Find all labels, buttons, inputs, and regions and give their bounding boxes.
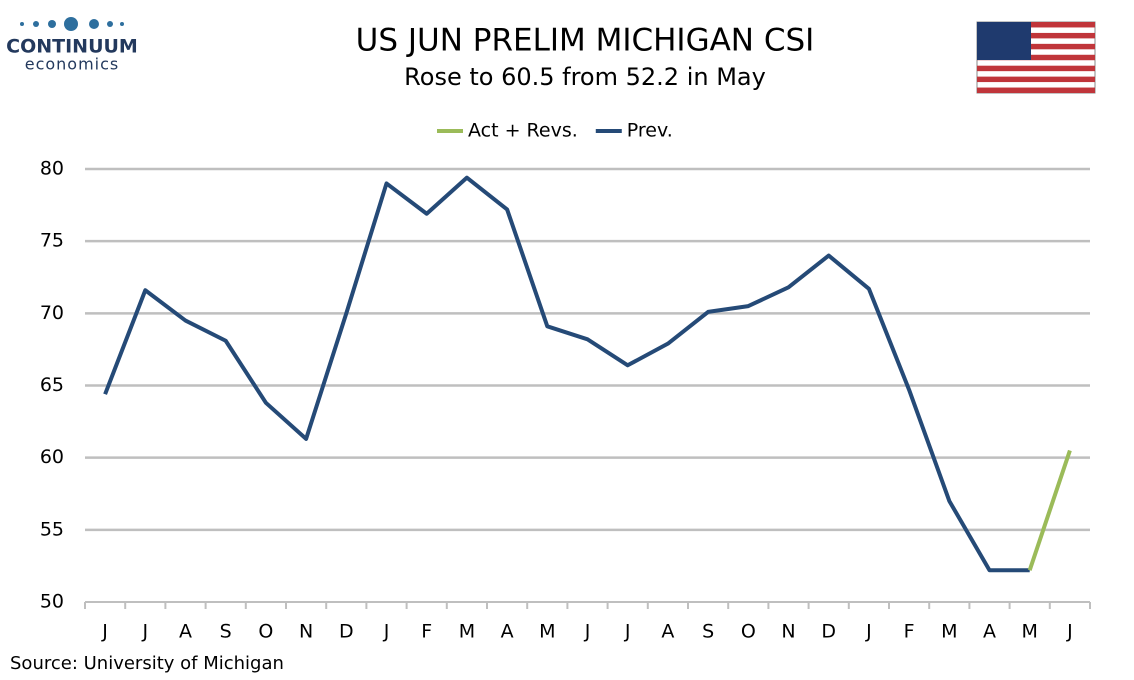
x-tick-label: J — [101, 621, 108, 643]
logo-dot — [89, 19, 99, 29]
logo: CONTINUUM economics — [6, 17, 138, 74]
x-tick-label: M — [539, 621, 555, 643]
chart-title: US JUN PRELIM MICHIGAN CSI — [356, 23, 815, 59]
logo-dot — [120, 22, 124, 26]
legend-label: Prev. — [627, 120, 673, 142]
flag-stripes — [977, 22, 1095, 93]
x-tick-label: F — [904, 621, 915, 643]
flag-stripe — [977, 43, 1095, 50]
y-tick-label: 60 — [40, 446, 64, 468]
logo-dot — [107, 21, 113, 27]
x-tick-label: J — [624, 621, 631, 643]
flag-stripe — [977, 65, 1095, 72]
x-tick-label: M — [1021, 621, 1037, 643]
y-tick-label: 80 — [40, 158, 64, 180]
x-tick-label: J — [383, 621, 390, 643]
flag — [976, 21, 1096, 94]
x-tick-label: M — [941, 621, 957, 643]
flag-canton — [977, 22, 1031, 60]
x-tick-label: S — [220, 621, 232, 643]
x-tick-label: O — [258, 621, 273, 643]
logo-dot — [33, 21, 39, 27]
series-line — [1027, 449, 1072, 571]
x-tick-label: J — [141, 621, 148, 643]
x-tick-label: M — [459, 621, 475, 643]
flag-stripe — [977, 22, 1095, 28]
logo-dot — [64, 17, 78, 31]
series-line — [103, 175, 1030, 573]
x-tick-label: A — [983, 621, 996, 643]
x-tick-label: O — [741, 621, 756, 643]
y-tick-label: 70 — [40, 302, 64, 324]
logo-dot — [20, 22, 24, 26]
x-tick-label: D — [821, 621, 836, 643]
x-tick-label: D — [339, 621, 354, 643]
y-tick-label: 55 — [40, 518, 64, 540]
x-tick-label: J — [1066, 621, 1073, 643]
source: Source: University of Michigan — [10, 653, 284, 674]
flag-stripe — [977, 76, 1095, 83]
x-tick-label: J — [584, 621, 591, 643]
x-tick-label: S — [702, 621, 714, 643]
logo-dot — [48, 20, 56, 28]
y-tick-label: 65 — [40, 374, 64, 396]
legend-label: Act + Revs. — [468, 120, 578, 142]
logo-tagline: economics — [25, 55, 120, 74]
flag-stripe — [977, 54, 1095, 61]
y-tick-label: 50 — [40, 591, 64, 613]
flag-stripe — [977, 87, 1095, 93]
x-tick-label: A — [179, 621, 192, 643]
x-tick-label: A — [661, 621, 674, 643]
x-tick-label: N — [781, 621, 795, 643]
flag-stripe — [977, 32, 1095, 39]
x-tick-label: A — [501, 621, 514, 643]
y-tick-label: 75 — [40, 230, 64, 252]
x-tick-label: N — [299, 621, 313, 643]
x-tick-label: F — [421, 621, 432, 643]
x-tick-label: J — [865, 621, 872, 643]
logo-name: CONTINUUM — [6, 36, 138, 58]
chart-subtitle: Rose to 60.5 from 52.2 in May — [404, 63, 766, 91]
